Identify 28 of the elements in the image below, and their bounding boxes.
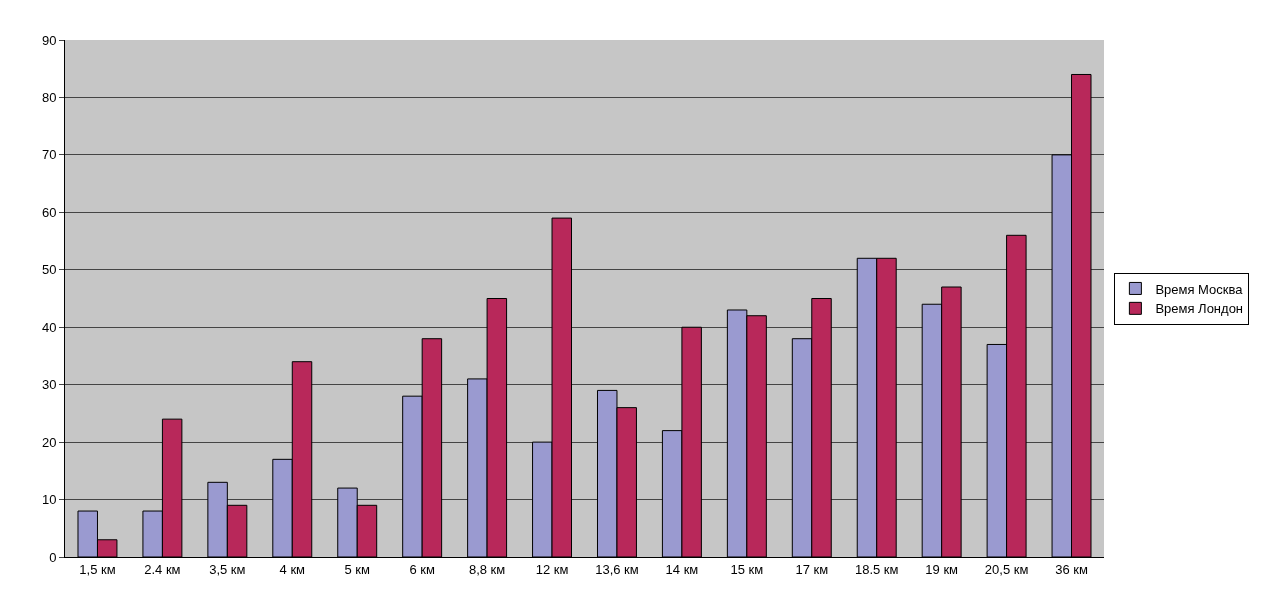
x-tick-label: 15 км xyxy=(730,561,764,577)
x-tick-label: 1,5 км xyxy=(79,561,116,577)
y-tick-label: 90 xyxy=(41,32,57,48)
x-tick-label: 13,6 км xyxy=(595,561,639,577)
x-tick-label: 12 км xyxy=(535,561,569,577)
x-tick-label: 18.5 км xyxy=(854,561,899,577)
y-tick-label: 70 xyxy=(41,147,57,163)
x-tick-label: 2.4 км xyxy=(144,561,181,577)
y-tick-label: 50 xyxy=(41,262,57,278)
y-tick-label: 30 xyxy=(41,377,57,393)
y-tick-label: 80 xyxy=(41,89,57,105)
x-tick-label: 8,8 км xyxy=(468,561,506,577)
legend-label: Время Москва xyxy=(1155,281,1244,297)
x-tick-label: 19 км xyxy=(925,561,959,577)
legend-label: Время Лондон xyxy=(1155,301,1244,317)
y-tick-label: 60 xyxy=(41,204,57,220)
y-tick-label: 40 xyxy=(41,319,57,335)
x-tick-label: 5 км xyxy=(344,561,371,577)
x-tick-label: 6 км xyxy=(409,561,435,577)
x-tick-label: 14 км xyxy=(665,561,699,577)
x-tick-label: 36 км xyxy=(1055,561,1088,577)
x-tick-label: 3,5 км xyxy=(209,561,246,577)
x-tick-label: 20,5 км xyxy=(984,561,1029,577)
x-tick-label: 17 км xyxy=(795,561,829,577)
x-tick-label: 4 км xyxy=(279,561,306,577)
y-tick-label: 0 xyxy=(49,549,57,565)
y-tick-label: 10 xyxy=(41,492,57,508)
y-tick-label: 20 xyxy=(41,434,57,450)
